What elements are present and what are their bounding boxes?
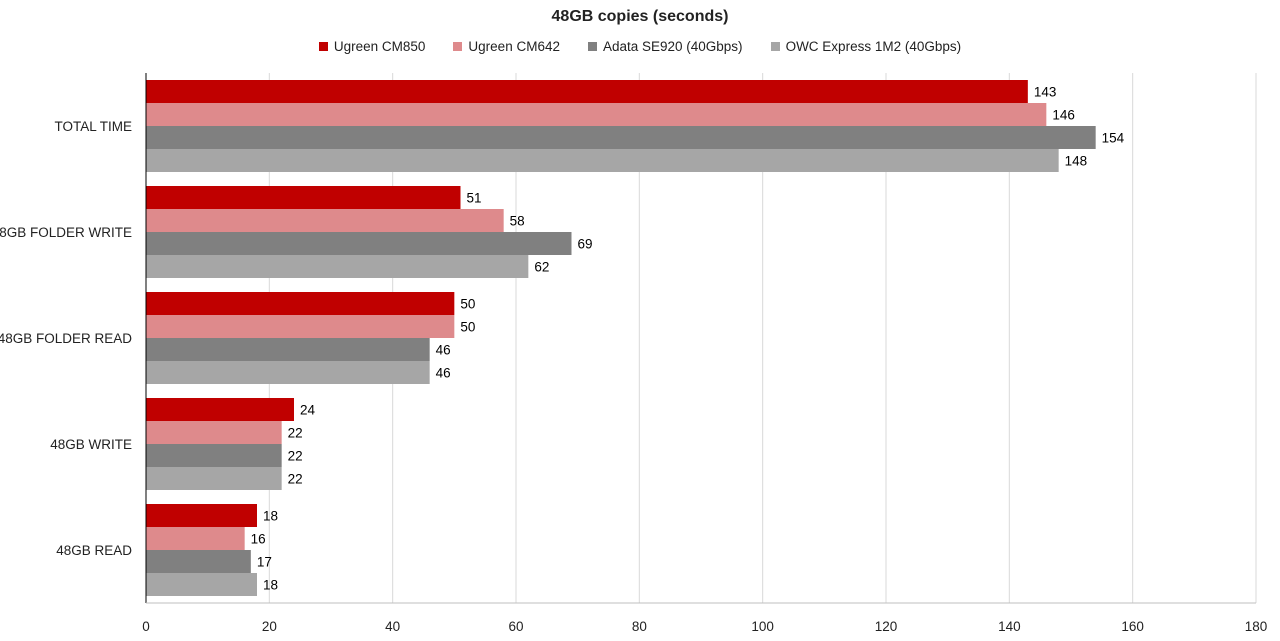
legend-label-ugreen-cm642: Ugreen CM642	[468, 39, 560, 54]
category-label-48gb-read: 48GB READ	[56, 543, 132, 558]
data-label-48gb-read-owc-express-1m2-40gbps: 18	[263, 578, 278, 593]
bar-total-time-ugreen-cm642	[146, 103, 1047, 126]
bar-48gb-folder-write-adata-se920-40gbps	[146, 232, 572, 255]
bar-48gb-write-adata-se920-40gbps	[146, 444, 282, 467]
legend-label-ugreen-cm850: Ugreen CM850	[333, 39, 426, 54]
category-label-48gb-write: 48GB WRITE	[50, 437, 132, 452]
legend-swatch-adata-se920	[587, 42, 597, 51]
data-label-48gb-folder-read-ugreen-cm850: 50	[460, 297, 475, 312]
bar-48gb-read-adata-se920-40gbps	[146, 550, 251, 573]
data-label-48gb-folder-write-ugreen-cm850: 51	[467, 191, 482, 206]
bar-48gb-folder-read-ugreen-cm850	[146, 292, 455, 315]
legend-swatch-ugreen-cm642	[453, 42, 463, 51]
category-label-48gb-folder-write: 48GB FOLDER WRITE	[0, 225, 132, 240]
chart-title: 48GB copies (seconds)	[551, 8, 729, 25]
bar-48gb-folder-read-adata-se920-40gbps	[146, 338, 430, 361]
x-tick-label-100: 100	[751, 619, 774, 634]
bar-total-time-ugreen-cm850	[146, 80, 1028, 103]
bar-48gb-read-ugreen-cm642	[146, 527, 245, 550]
legend: Ugreen CM850 Ugreen CM642 Adata SE920 (4…	[0, 39, 1280, 54]
legend-label-adata-se920: Adata SE920 (40Gbps)	[602, 39, 743, 54]
bar-48gb-write-ugreen-cm642	[146, 421, 282, 444]
category-label-total-time: TOTAL TIME	[54, 119, 132, 134]
data-label-48gb-folder-write-adata-se920-40gbps: 69	[578, 237, 593, 252]
bar-48gb-read-owc-express-1m2-40gbps	[146, 573, 257, 596]
data-label-48gb-folder-write-ugreen-cm642: 58	[510, 214, 525, 229]
x-tick-label-0: 0	[142, 619, 150, 634]
x-tick-label-160: 160	[1121, 619, 1144, 634]
bar-48gb-write-owc-express-1m2-40gbps	[146, 467, 282, 490]
legend-swatch-owc-express	[770, 42, 780, 51]
data-label-48gb-read-adata-se920-40gbps: 17	[257, 555, 272, 570]
data-label-48gb-write-ugreen-cm850: 24	[300, 403, 316, 418]
x-tick-label-60: 60	[508, 619, 523, 634]
data-label-48gb-folder-read-ugreen-cm642: 50	[460, 320, 475, 335]
bar-48gb-folder-write-ugreen-cm642	[146, 209, 504, 232]
x-tick-label-180: 180	[1245, 619, 1268, 634]
data-label-48gb-folder-read-adata-se920-40gbps: 46	[436, 343, 451, 358]
data-label-total-time-ugreen-cm850: 143	[1034, 85, 1057, 100]
x-tick-label-140: 140	[998, 619, 1021, 634]
data-label-48gb-write-ugreen-cm642: 22	[288, 426, 303, 441]
legend-swatch-ugreen-cm850	[318, 42, 328, 51]
bar-48gb-folder-read-ugreen-cm642	[146, 315, 455, 338]
bar-48gb-read-ugreen-cm850	[146, 504, 257, 527]
data-label-48gb-folder-read-owc-express-1m2-40gbps: 46	[436, 366, 451, 381]
bar-48gb-folder-write-ugreen-cm850	[146, 186, 461, 209]
bar-total-time-owc-express-1m2-40gbps	[146, 149, 1059, 172]
legend-item-ugreen-cm850: Ugreen CM850	[318, 39, 426, 54]
x-tick-label-40: 40	[385, 619, 400, 634]
data-label-48gb-read-ugreen-cm850: 18	[263, 509, 278, 524]
legend-item-adata-se920: Adata SE920 (40Gbps)	[587, 39, 743, 54]
x-tick-label-120: 120	[875, 619, 898, 634]
bar-48gb-folder-write-owc-express-1m2-40gbps	[146, 255, 529, 278]
data-label-total-time-ugreen-cm642: 146	[1052, 108, 1075, 123]
data-label-48gb-write-adata-se920-40gbps: 22	[288, 449, 303, 464]
bar-total-time-adata-se920-40gbps	[146, 126, 1096, 149]
data-label-48gb-folder-write-owc-express-1m2-40gbps: 62	[534, 260, 549, 275]
bar-48gb-write-ugreen-cm850	[146, 398, 294, 421]
bar-48gb-folder-read-owc-express-1m2-40gbps	[146, 361, 430, 384]
data-label-48gb-read-ugreen-cm642: 16	[251, 532, 266, 547]
legend-item-ugreen-cm642: Ugreen CM642	[453, 39, 560, 54]
x-tick-label-20: 20	[262, 619, 277, 634]
legend-item-owc-express: OWC Express 1M2 (40Gbps)	[770, 39, 962, 54]
data-label-total-time-owc-express-1m2-40gbps: 148	[1065, 154, 1088, 169]
data-label-48gb-write-owc-express-1m2-40gbps: 22	[288, 472, 303, 487]
legend-label-owc-express: OWC Express 1M2 (40Gbps)	[785, 39, 962, 54]
data-label-total-time-adata-se920-40gbps: 154	[1102, 131, 1125, 146]
x-tick-label-80: 80	[632, 619, 647, 634]
category-label-48gb-folder-read: 48GB FOLDER READ	[0, 331, 132, 346]
